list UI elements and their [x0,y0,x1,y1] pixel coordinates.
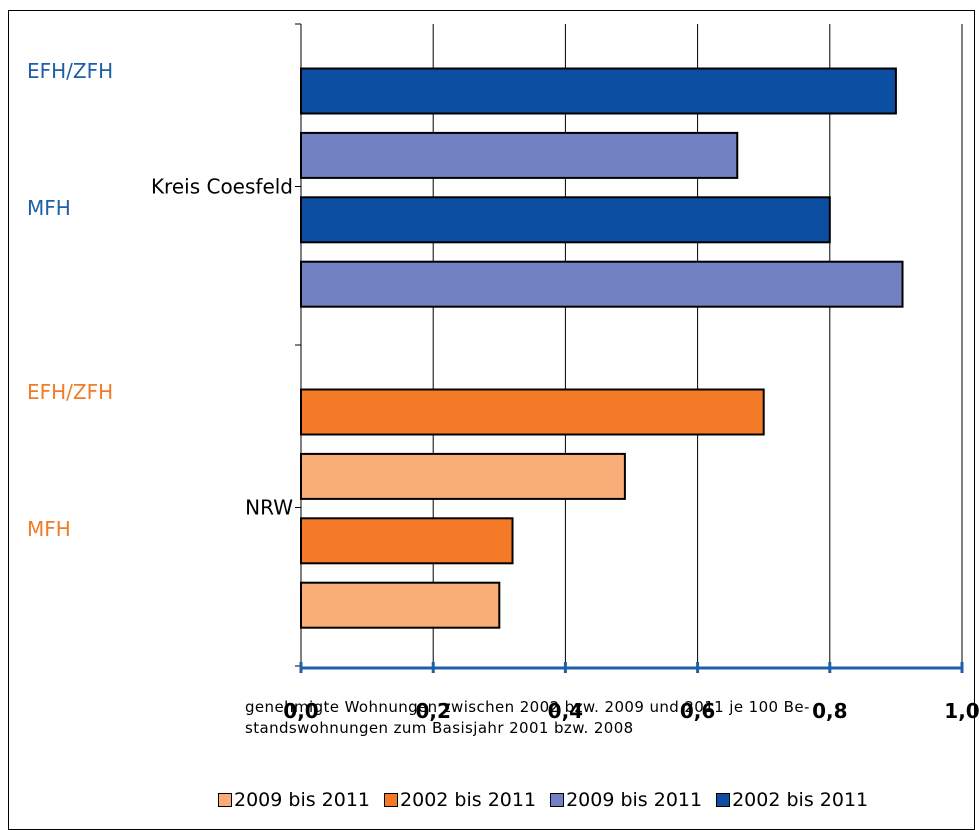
x-axis-title: genehmigte Wohnungen zwischen 2002 bzw. … [245,697,945,739]
bar [300,388,765,436]
category-label: NRW [245,496,293,520]
legend-swatch [550,793,565,807]
legend-label: 2002 bis 2011 [400,789,537,811]
legend-label: 2002 bis 2011 [732,789,869,811]
bar [300,196,831,244]
x-axis-title-line-1: genehmigte Wohnungen zwischen 2002 bzw. … [245,698,810,716]
legend-swatch [716,793,731,807]
bar [300,67,897,115]
legend-swatch [218,793,232,807]
x-tick-label: 0,6 [680,699,715,723]
bar [300,517,514,565]
bar [300,260,904,308]
x-tick-label: 1,0 [944,699,979,723]
x-axis-title-line-2: standswohnungen zum Basisjahr 2001 bzw. … [245,719,634,737]
legend-swatch [384,793,399,807]
bar [300,131,739,179]
x-tick-label: 0,0 [283,699,318,723]
bar [300,452,626,500]
subgroup-label: EFH/ZFH [27,59,113,83]
x-tick-label: 0,2 [415,699,450,723]
category-label: Kreis Coesfeld [151,175,293,199]
legend-item-coesfeld-2002: 2002 bis 2011 [716,789,868,811]
legend-label: 2009 bis 2011 [566,789,703,811]
legend-item-nrw-2009: 2009 bis 2011 [218,789,370,811]
bar [300,581,501,629]
subgroup-label: EFH/ZFH [27,380,113,404]
subgroup-label: MFH [27,196,71,220]
legend-item-nrw-2002: 2002 bis 2011 [384,789,536,811]
legend-label: 2009 bis 2011 [234,789,371,811]
x-tick-label: 0,8 [812,699,847,723]
legend-item-coesfeld-2009: 2009 bis 2011 [550,789,702,811]
x-tick-label: 0,4 [548,699,583,723]
legend: 2009 bis 2011 2002 bis 2011 2009 bis 201… [218,787,868,813]
subgroup-label: MFH [27,517,71,541]
